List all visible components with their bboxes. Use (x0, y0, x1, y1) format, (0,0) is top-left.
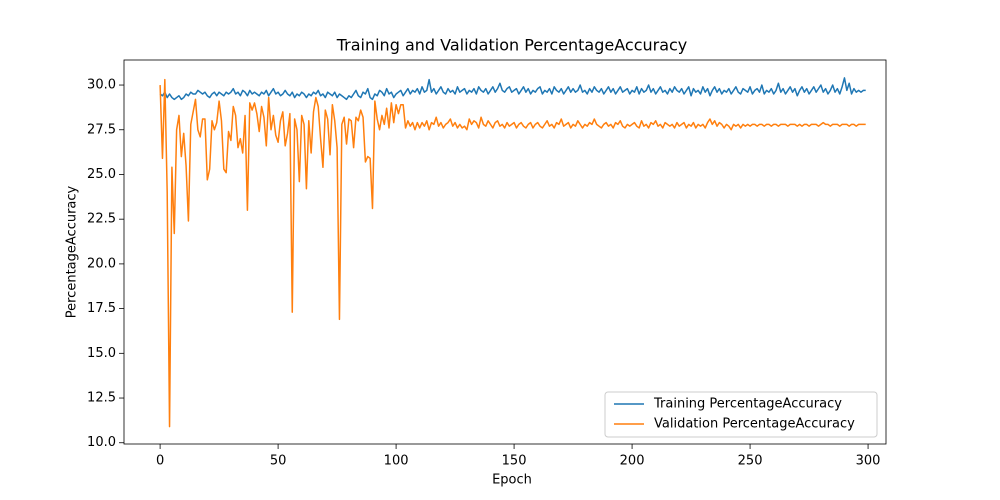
y-tick-label: 12.5 (87, 391, 116, 406)
plot-frame (123, 59, 887, 445)
legend: Training PercentageAccuracy Validation Pe… (604, 391, 878, 438)
legend-label: Validation PercentageAccuracy (654, 417, 855, 432)
x-tick-label: 300 (856, 454, 881, 469)
x-tick-label: 150 (502, 454, 527, 469)
y-tick-label: 27.5 (87, 122, 116, 137)
y-tick-label: 25.0 (87, 167, 116, 182)
x-tick-label: 250 (738, 454, 763, 469)
y-tick-label: 10.0 (87, 435, 116, 450)
x-tick-label: 100 (384, 454, 409, 469)
series-line (159, 77, 866, 101)
x-tick-label: 50 (270, 454, 287, 469)
y-tick-label: 22.5 (87, 212, 116, 227)
x-tick-label: 0 (156, 454, 164, 469)
y-tick-label: 17.5 (87, 301, 116, 316)
x-axis-label: Epoch (492, 473, 532, 488)
chart-title: Training and Validation PercentageAccura… (336, 36, 688, 55)
legend-label: Training PercentageAccuracy (653, 397, 842, 412)
legend-box (604, 391, 878, 438)
series-line (159, 78, 866, 428)
y-tick-label: 30.0 (87, 78, 116, 93)
y-axis-label: PercentageAccuracy (65, 185, 80, 318)
y-tick-label: 15.0 (87, 346, 116, 361)
y-tick-label: 20.0 (87, 256, 116, 271)
x-tick-label: 200 (620, 454, 645, 469)
